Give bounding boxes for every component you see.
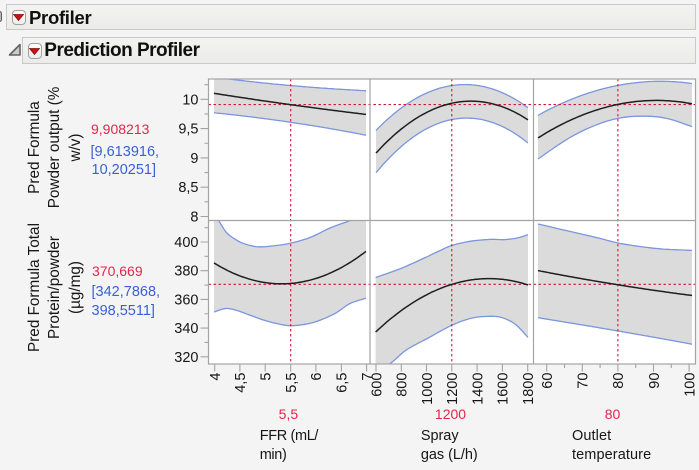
svg-text:4,5: 4,5 xyxy=(233,373,249,393)
svg-text:8: 8 xyxy=(190,210,198,226)
svg-text:1200: 1200 xyxy=(445,373,461,405)
svg-text:6,5: 6,5 xyxy=(335,373,351,393)
svg-text:320: 320 xyxy=(174,350,198,366)
svg-text:4: 4 xyxy=(208,373,224,381)
svg-text:5: 5 xyxy=(259,373,275,381)
svg-text:360: 360 xyxy=(174,292,198,308)
svg-text:7: 7 xyxy=(360,373,376,381)
svg-text:340: 340 xyxy=(174,321,198,337)
svg-text:10: 10 xyxy=(182,92,198,108)
svg-text:5,5: 5,5 xyxy=(284,373,300,393)
svg-text:70: 70 xyxy=(576,373,592,389)
svg-text:1400: 1400 xyxy=(470,373,486,405)
svg-text:800: 800 xyxy=(395,373,411,397)
svg-text:1800: 1800 xyxy=(521,373,537,405)
svg-text:380: 380 xyxy=(174,264,198,280)
svg-text:100: 100 xyxy=(682,373,698,397)
svg-text:9,5: 9,5 xyxy=(178,122,198,138)
svg-text:80: 80 xyxy=(611,373,627,389)
svg-text:1600: 1600 xyxy=(496,373,512,405)
svg-text:600: 600 xyxy=(369,373,385,397)
svg-text:90: 90 xyxy=(647,373,663,389)
svg-text:1000: 1000 xyxy=(420,373,436,405)
svg-text:6: 6 xyxy=(309,373,325,381)
svg-text:60: 60 xyxy=(540,373,556,389)
svg-text:400: 400 xyxy=(174,235,198,251)
svg-text:9: 9 xyxy=(190,151,198,167)
svg-text:8,5: 8,5 xyxy=(178,180,198,196)
